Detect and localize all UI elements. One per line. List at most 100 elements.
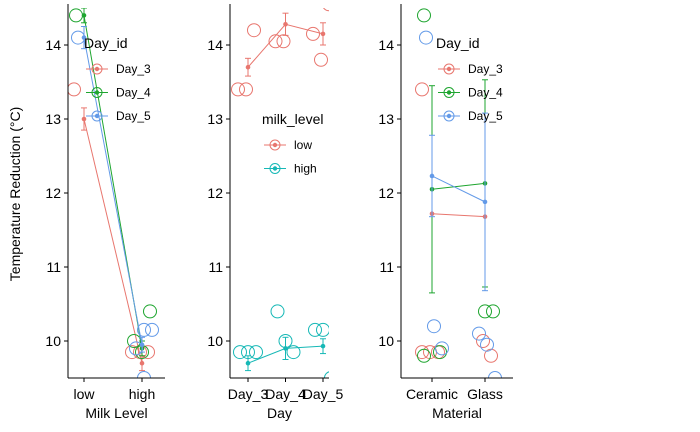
data-point xyxy=(68,82,81,97)
legend-label: Day_3 xyxy=(468,62,503,76)
y-tick-label: 11 xyxy=(208,259,223,275)
legend-key-dot xyxy=(272,142,278,148)
plot-area xyxy=(68,0,159,378)
data-point xyxy=(433,345,447,360)
y-tick-label: 12 xyxy=(378,185,394,201)
legend-key-dot xyxy=(94,113,100,119)
legend-title: milk_level xyxy=(262,111,323,127)
data-point xyxy=(286,345,301,360)
legend-label: Day_5 xyxy=(468,109,503,123)
mean-point xyxy=(320,31,326,37)
data-point xyxy=(143,304,157,319)
data-point xyxy=(125,345,139,360)
x-tick-label: Ceramic xyxy=(406,386,458,402)
legend: Day_id Day_3 Day_4 Day_5 xyxy=(84,35,151,123)
x-tick-label: low xyxy=(73,386,95,402)
data-point xyxy=(488,371,502,378)
y-axis-title: Temperature Reduction (°C) xyxy=(7,107,23,281)
legend-label: Day_5 xyxy=(116,109,151,123)
legend-key-circle xyxy=(443,110,455,122)
legend-label: Day_4 xyxy=(116,86,151,100)
data-point xyxy=(314,52,328,67)
legend-key-dot xyxy=(446,113,452,119)
data-point xyxy=(306,26,320,41)
mean-point xyxy=(320,343,326,349)
x-axis-title: Day xyxy=(267,405,292,421)
data-point xyxy=(415,82,429,97)
y-tick-label: 13 xyxy=(45,111,61,127)
series-line-Day_4 xyxy=(431,182,486,190)
legend-key-dot xyxy=(272,166,278,171)
legend: Day_id Day_3 Day_4 Day_5 xyxy=(436,35,503,123)
legend-label: high xyxy=(294,162,317,176)
legend-key-dot xyxy=(94,90,100,95)
data-point xyxy=(435,341,449,356)
y-tick-label: 12 xyxy=(45,185,61,201)
data-point xyxy=(278,334,293,348)
data-point xyxy=(268,34,283,49)
legend-key-dot xyxy=(446,90,452,95)
mean-point xyxy=(81,116,87,122)
data-point xyxy=(417,8,431,23)
legend-key-circle xyxy=(91,110,103,122)
legend-key-dot xyxy=(94,66,100,72)
mean-point xyxy=(283,21,288,27)
x-tick-label: Day_5 xyxy=(303,386,344,402)
x-tick-label: high xyxy=(129,386,155,402)
y-tick-label: 11 xyxy=(379,259,394,275)
data-point xyxy=(486,304,500,319)
y-tick-label: 14 xyxy=(207,37,223,53)
data-point xyxy=(241,345,255,360)
data-point xyxy=(78,0,91,7)
y-tick-label: 12 xyxy=(207,185,223,201)
data-point xyxy=(137,322,151,337)
data-point xyxy=(145,322,159,337)
data-point xyxy=(71,30,85,45)
y-tick-label: 10 xyxy=(378,333,394,349)
x-axis-title: Milk Level xyxy=(85,405,147,421)
legend-key-circle xyxy=(91,87,103,98)
y-tick-label: 10 xyxy=(207,333,223,349)
data-point xyxy=(249,345,263,360)
legend-key-circle xyxy=(443,87,455,98)
legend-key-circle xyxy=(91,63,103,75)
y-tick-label: 13 xyxy=(378,111,394,127)
y-tick-label: 13 xyxy=(207,111,223,127)
legend-title: Day_id xyxy=(84,35,128,51)
y-tick-label: 11 xyxy=(46,259,61,275)
data-point xyxy=(127,334,141,348)
x-axis-title: Material xyxy=(432,405,482,421)
data-point xyxy=(476,334,490,348)
data-point xyxy=(69,8,83,23)
legend-label: low xyxy=(294,138,312,152)
plot-area xyxy=(415,0,502,378)
data-point xyxy=(472,326,486,341)
data-point xyxy=(419,30,433,45)
mean-point xyxy=(245,64,251,70)
data-point xyxy=(285,0,298,7)
x-tick-label: Day_4 xyxy=(265,386,306,402)
data-point xyxy=(480,337,494,352)
series-line-Day_5 xyxy=(431,175,486,203)
legend-label: Day_4 xyxy=(468,86,503,100)
series-line-Day_3 xyxy=(83,118,143,364)
legend-key-circle xyxy=(269,163,281,174)
legend-title: Day_id xyxy=(436,35,480,51)
data-point xyxy=(137,371,151,378)
mean-point xyxy=(482,199,488,205)
data-point xyxy=(323,8,329,12)
x-tick-label: Day_3 xyxy=(228,386,269,402)
data-point xyxy=(247,23,261,38)
series-line-Day_5 xyxy=(83,37,143,345)
data-point xyxy=(415,345,429,360)
data-point xyxy=(426,0,439,7)
y-tick-label: 14 xyxy=(45,37,61,53)
data-point xyxy=(308,322,322,337)
data-point xyxy=(478,304,492,319)
mean-point xyxy=(139,360,145,366)
data-point xyxy=(270,304,285,319)
